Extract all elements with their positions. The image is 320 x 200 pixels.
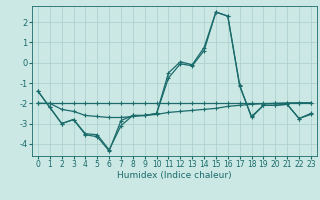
X-axis label: Humidex (Indice chaleur): Humidex (Indice chaleur) (117, 171, 232, 180)
